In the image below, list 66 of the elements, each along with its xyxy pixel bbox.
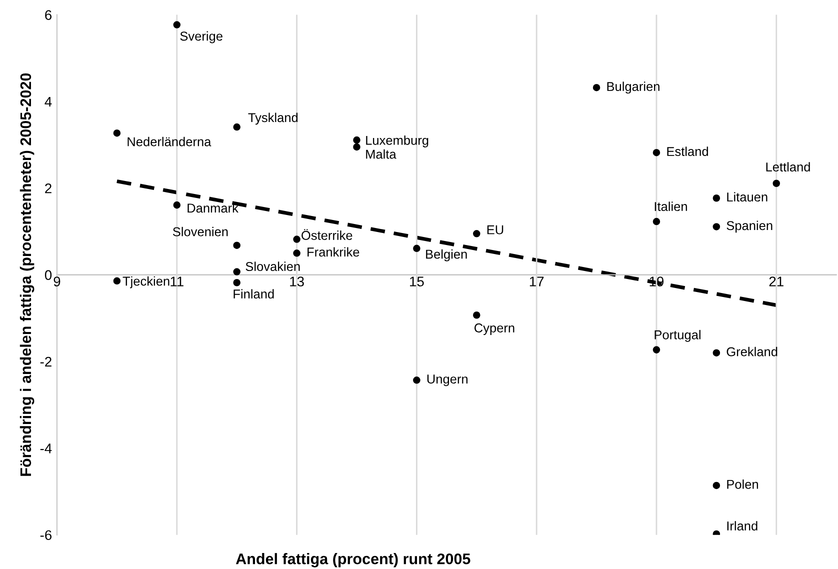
point bbox=[353, 143, 360, 151]
y-tick-label: 2 bbox=[45, 183, 52, 194]
annotation: Portugal bbox=[654, 330, 700, 342]
point bbox=[233, 242, 240, 249]
point bbox=[293, 236, 300, 243]
point bbox=[113, 277, 121, 285]
annotation: Litauen bbox=[727, 192, 768, 202]
annotation: Tyskland bbox=[248, 112, 298, 125]
y-tick-label: 0 bbox=[44, 270, 52, 280]
annotation: Italien bbox=[654, 202, 687, 212]
point bbox=[233, 123, 240, 131]
annotation: Slovakien bbox=[246, 262, 300, 272]
annotation: Ungern bbox=[427, 374, 468, 386]
annotation: Cypern bbox=[474, 323, 514, 335]
point bbox=[652, 218, 660, 226]
annotation: Frankrike bbox=[308, 247, 360, 257]
point bbox=[233, 268, 240, 276]
y-tick-label: -6 bbox=[40, 530, 52, 540]
point bbox=[472, 311, 480, 319]
point bbox=[712, 194, 720, 202]
annotation: Lettland bbox=[766, 162, 810, 172]
point bbox=[772, 180, 780, 188]
annotation: Malta bbox=[366, 149, 396, 159]
point bbox=[113, 129, 121, 137]
x-tick-label: 15 bbox=[410, 276, 424, 286]
y-tick-label: 4 bbox=[44, 96, 52, 107]
annotation: EU bbox=[487, 225, 504, 234]
point bbox=[472, 230, 480, 238]
point bbox=[413, 376, 420, 384]
x-axis-title: Andel fattiga (procent) runt 2005 bbox=[236, 553, 470, 568]
annotation: Irland bbox=[727, 521, 758, 530]
annotation: Luxemburg bbox=[366, 135, 428, 148]
point bbox=[353, 136, 360, 144]
point bbox=[712, 349, 720, 356]
point bbox=[413, 244, 420, 252]
x-tick-label: 17 bbox=[530, 276, 544, 286]
x-tick-label: 21 bbox=[769, 276, 784, 286]
y-tick-label: -2 bbox=[40, 356, 52, 367]
point bbox=[233, 278, 240, 286]
annotation: Sverige bbox=[180, 31, 222, 44]
y-tick-label: -4 bbox=[40, 444, 52, 454]
y-axis-title: Förändring i andelen fattiga (procentenheter) 2005-2020 bbox=[20, 73, 34, 476]
annotation: Finland bbox=[234, 289, 274, 299]
annotation: Nederländerna bbox=[128, 136, 212, 146]
annotation: Österrike bbox=[302, 229, 352, 240]
annotation: Tjeckien bbox=[122, 276, 170, 288]
x-tick-label: 13 bbox=[290, 276, 304, 286]
annotation: Spanien bbox=[726, 220, 772, 233]
y-tick-label: 6 bbox=[45, 10, 52, 20]
annotation: Estland bbox=[667, 146, 708, 156]
annotation: Belgien bbox=[426, 249, 467, 262]
x-tick-label: 11 bbox=[170, 276, 184, 286]
point bbox=[712, 223, 720, 230]
point bbox=[652, 346, 660, 354]
annotation: Slovenien bbox=[172, 226, 228, 236]
annotation: Polen bbox=[727, 480, 758, 489]
annotation: Danmark bbox=[188, 203, 238, 213]
point bbox=[173, 21, 181, 28]
point bbox=[173, 201, 181, 209]
annotation: Bulgarien bbox=[607, 82, 660, 94]
point bbox=[652, 148, 660, 156]
x-tick-label: 9 bbox=[54, 276, 60, 286]
annotation: Grekland bbox=[726, 346, 778, 356]
point bbox=[592, 84, 600, 92]
point bbox=[712, 482, 720, 490]
point bbox=[293, 250, 300, 257]
